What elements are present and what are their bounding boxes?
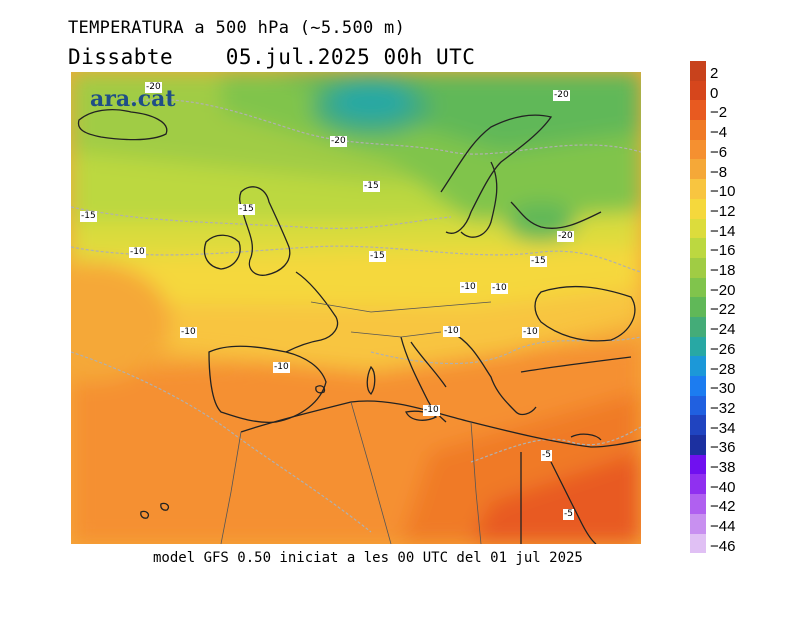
contour-label: -20 <box>557 231 574 242</box>
day-label: Dissabte <box>68 45 174 69</box>
contour-label: -15 <box>530 256 547 267</box>
legend-color-box <box>690 395 706 416</box>
legend-color-box <box>690 277 706 298</box>
legend-tick-label: −32 <box>710 399 736 417</box>
legend-color-box <box>690 336 706 357</box>
map-graphic <box>71 72 641 544</box>
legend-color-box <box>690 257 706 278</box>
legend-tick-label: −6 <box>710 143 728 161</box>
legend-color-box <box>690 238 706 258</box>
contour-label: -10 <box>273 362 290 373</box>
datetime-label: 05.jul.2025 00h UTC <box>225 45 476 69</box>
legend-color-box <box>690 179 706 199</box>
legend-tick-label: −44 <box>710 518 736 536</box>
contour-label: -20 <box>553 90 570 101</box>
contour-label: -20 <box>330 136 347 147</box>
legend-tick-label: −38 <box>710 459 736 476</box>
legend-tick-label: −20 <box>710 281 736 299</box>
legend-tick-label: −28 <box>710 360 736 378</box>
contour-label: -5 <box>541 450 552 461</box>
legend-color-box <box>690 218 706 239</box>
legend-tick-label: −26 <box>710 340 736 358</box>
contour-label: -10 <box>129 247 146 258</box>
contour-label: -10 <box>491 283 508 294</box>
legend-tick-label: −42 <box>710 498 736 516</box>
legend-tick-label: 2 <box>710 65 719 82</box>
legend-tick-label: −46 <box>710 537 736 555</box>
legend-color-box <box>690 356 706 376</box>
legend-tick-label: −40 <box>710 478 736 496</box>
legend-tick-label: −22 <box>710 301 736 319</box>
legend-color-box <box>690 474 706 495</box>
legend-color-box <box>690 513 706 534</box>
legend-color-box <box>690 100 706 121</box>
contour-label: -10 <box>423 405 440 416</box>
legend-color-box <box>690 533 706 554</box>
color-legend <box>690 61 706 554</box>
legend-color-box <box>690 454 706 475</box>
contour-label: -10 <box>180 327 197 338</box>
legend-tick-label: −14 <box>710 222 736 240</box>
contour-label: -10 <box>443 326 460 337</box>
legend-tick-label: −2 <box>710 104 728 122</box>
legend-tick-label: −30 <box>710 380 736 398</box>
legend-color-box <box>690 316 706 337</box>
legend-color-box <box>690 61 706 81</box>
contour-label: -15 <box>238 204 255 215</box>
legend-tick-label: −34 <box>710 419 736 437</box>
chart-subtitle: Dissabte 05.jul.2025 00h UTC <box>68 45 475 69</box>
contour-label: -15 <box>363 181 380 192</box>
legend-tick-label: −16 <box>710 242 736 260</box>
legend-tick-label: 0 <box>710 84 719 102</box>
legend-tick-label: −4 <box>710 124 728 142</box>
legend-tick-label: −24 <box>710 321 736 339</box>
legend-color-box <box>690 120 706 140</box>
legend-color-box <box>690 297 706 317</box>
contour-label: -20 <box>145 82 162 93</box>
legend-color-box <box>690 80 706 101</box>
legend-color-box <box>690 139 706 160</box>
aracat-logo: ara.cat <box>90 86 176 112</box>
model-info: model GFS 0.50 iniciat a les 00 UTC del … <box>153 550 583 566</box>
legend-tick-label: −18 <box>710 262 736 279</box>
contour-label: -15 <box>80 211 97 222</box>
legend-color-box <box>690 415 706 436</box>
contour-label: -10 <box>460 282 477 293</box>
contour-label: -10 <box>522 327 539 338</box>
legend-tick-label: −10 <box>710 183 736 201</box>
contour-label: -5 <box>563 509 574 520</box>
legend-color-box <box>690 435 706 455</box>
contour-label: -15 <box>369 251 386 262</box>
temperature-map <box>71 72 641 544</box>
legend-tick-label: −8 <box>710 163 728 181</box>
legend-color-box <box>690 159 706 180</box>
legend-color-box <box>690 494 706 514</box>
chart-title: TEMPERATURA a 500 hPa (~5.500 m) <box>68 18 406 38</box>
legend-tick-label: −36 <box>710 439 736 457</box>
legend-color-box <box>690 198 706 219</box>
legend-tick-label: −12 <box>710 202 736 220</box>
legend-color-box <box>690 376 706 396</box>
